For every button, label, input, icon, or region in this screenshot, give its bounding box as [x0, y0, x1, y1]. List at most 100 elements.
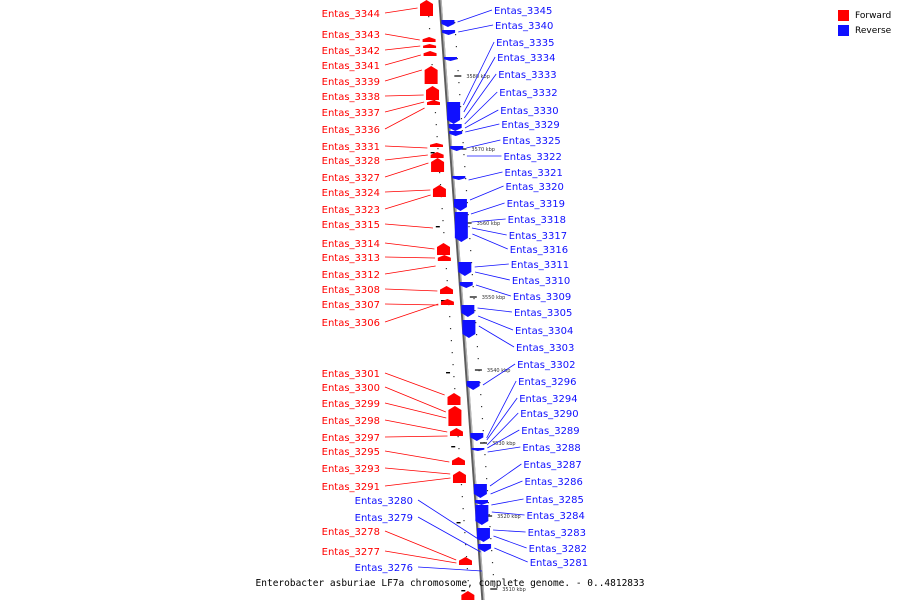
- forward-leader: [384, 288, 438, 292]
- reverse-swatch: [838, 25, 849, 36]
- forward-leader: [384, 162, 429, 178]
- forward-gene: [449, 428, 463, 436]
- minor-tick: [437, 148, 439, 150]
- reverse-gene-label: Entas_3280: [355, 496, 413, 507]
- minor-tick: [466, 568, 468, 570]
- reverse-gene-label: Entas_3303: [516, 343, 574, 354]
- reverse-leader: [475, 284, 512, 297]
- legend-label-reverse: Reverse: [855, 25, 892, 36]
- minor-tick: [465, 190, 468, 192]
- forward-leader: [384, 550, 457, 564]
- forward-gene: [427, 100, 440, 105]
- reverse-leader: [490, 480, 523, 495]
- forward-gene: [437, 255, 451, 261]
- minor-tick: [443, 232, 445, 234]
- reverse-leader: [472, 233, 508, 250]
- feature-dash: [441, 300, 445, 302]
- forward-gene-label: Entas_3344: [322, 9, 380, 20]
- reverse-gene: [441, 20, 455, 27]
- forward-gene-label: Entas_3336: [322, 125, 380, 136]
- minor-tick: [458, 448, 460, 450]
- minor-tick: [461, 130, 463, 132]
- minor-tick: [487, 502, 489, 504]
- reverse-gene-label: Entas_3305: [514, 308, 572, 319]
- reverse-leader: [474, 263, 509, 268]
- minor-tick: [460, 484, 463, 486]
- reverse-leader: [489, 463, 522, 487]
- minor-tick: [457, 70, 459, 72]
- reverse-gene: [452, 176, 466, 180]
- forward-gene-label: Entas_3315: [322, 220, 380, 231]
- reverse-gene: [478, 544, 492, 552]
- forward-gene: [461, 591, 475, 600]
- minor-tick: [479, 382, 481, 384]
- forward-gene: [458, 557, 472, 565]
- reverse-leader: [457, 9, 493, 23]
- reverse-gene: [449, 131, 463, 136]
- forward-leader: [384, 223, 433, 229]
- minor-tick: [459, 94, 461, 96]
- forward-gene-label: Entas_3312: [322, 270, 380, 281]
- reverse-gene-label: Entas_3276: [355, 563, 413, 574]
- forward-leader: [384, 189, 431, 193]
- minor-tick: [441, 208, 443, 210]
- legend-item-forward: Forward: [838, 8, 891, 23]
- reverse-gene-label: Entas_3286: [524, 477, 582, 488]
- forward-gene-label: Entas_3339: [322, 77, 380, 88]
- reverse-gene: [461, 305, 475, 317]
- minor-tick: [450, 340, 452, 342]
- forward-gene-label: Entas_3323: [322, 205, 380, 216]
- reverse-leader: [486, 397, 518, 441]
- scale-label: 3580 kbp: [466, 74, 490, 80]
- forward-leader: [384, 402, 447, 419]
- minor-tick: [491, 562, 494, 564]
- forward-gene-label: Entas_3342: [322, 46, 380, 57]
- reverse-gene-label: Entas_3290: [520, 409, 578, 420]
- reverse-gene: [454, 212, 468, 242]
- map-caption: Enterobacter asburiae LF7a chromosome, c…: [255, 578, 645, 589]
- reverse-gene: [458, 262, 472, 276]
- reverse-leader: [491, 511, 525, 516]
- scale-label: 3560 kbp: [477, 221, 501, 227]
- minor-tick: [477, 358, 479, 360]
- reverse-gene-label: Entas_3279: [355, 513, 413, 524]
- minor-tick: [428, 28, 431, 30]
- reverse-gene-label: Entas_3311: [511, 260, 569, 271]
- minor-tick: [470, 262, 473, 264]
- minor-tick: [436, 136, 438, 138]
- reverse-gene: [470, 433, 484, 441]
- forward-gene-label: Entas_3337: [322, 108, 380, 119]
- reverse-leader: [477, 307, 512, 313]
- reverse-gene-label: Entas_3325: [502, 136, 560, 147]
- forward-gene: [430, 143, 444, 147]
- reverse-leader: [487, 446, 521, 453]
- minor-tick: [439, 184, 442, 186]
- reverse-leader: [471, 218, 506, 223]
- reverse-leader: [464, 109, 499, 129]
- forward-leader: [384, 477, 451, 487]
- minor-tick: [464, 166, 466, 168]
- minor-tick: [446, 280, 448, 282]
- minor-tick: [488, 514, 490, 516]
- reverse-leader: [463, 56, 496, 113]
- minor-tick: [449, 328, 452, 330]
- forward-leader: [384, 107, 425, 130]
- reverse-leader: [469, 185, 504, 201]
- forward-gene-label: Entas_3338: [322, 92, 380, 103]
- reverse-gene-label: Entas_3330: [500, 106, 558, 117]
- reverse-gene: [476, 528, 490, 542]
- reverse-gene-label: Entas_3345: [494, 6, 552, 17]
- scale-label: 3540 kbp: [487, 368, 511, 374]
- reverse-gene-label: Entas_3320: [506, 182, 564, 193]
- minor-tick: [481, 406, 483, 408]
- forward-gene-label: Entas_3341: [322, 61, 380, 72]
- reverse-gene: [475, 500, 488, 505]
- reverse-gene: [459, 282, 473, 288]
- reverse-gene: [471, 448, 485, 451]
- legend: Forward Reverse: [838, 8, 891, 38]
- minor-tick: [472, 286, 474, 288]
- minor-tick: [466, 202, 468, 204]
- reverse-leader: [465, 123, 500, 133]
- reverse-gene: [453, 199, 467, 211]
- feature-dash: [435, 226, 440, 228]
